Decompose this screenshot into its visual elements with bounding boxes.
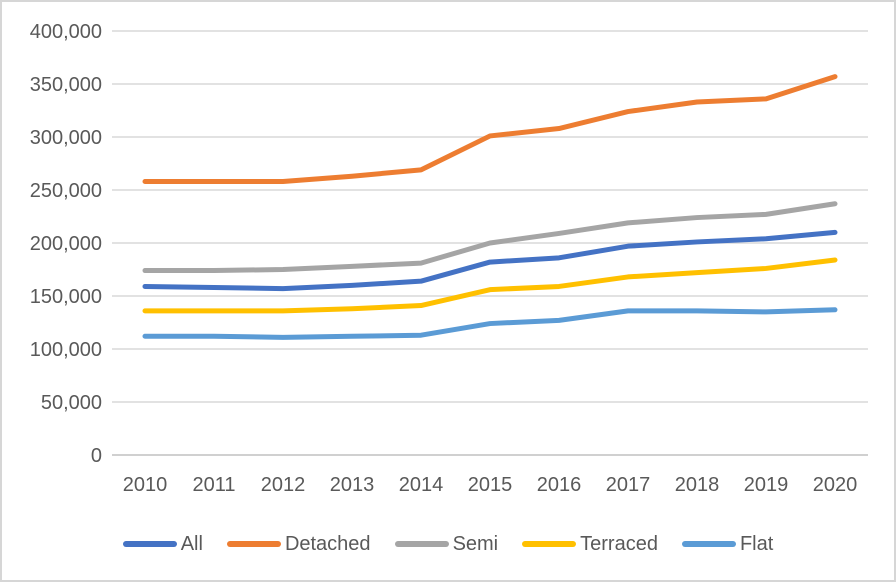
legend-label: All [180,533,203,555]
legend-swatch-flat-icon [681,541,736,547]
y-axis-tick-label: 200,000 [30,233,102,255]
series-line-flat [142,307,838,340]
x-axis-tick-label: 2018 [675,474,720,496]
y-axis-tick-label: 300,000 [30,127,102,149]
x-axis-tick-label: 2012 [261,474,306,496]
legend-item-semi: Semi [394,533,499,555]
legend-swatch-terraced-icon [522,541,577,547]
series-line-detached [142,74,838,185]
x-axis-tick-label: 2017 [606,474,651,496]
y-axis-tick-label: 250,000 [30,180,102,202]
x-axis-tick-label: 2014 [399,474,444,496]
legend-item-detached: Detached [226,533,371,555]
legend-label: Semi [452,533,499,555]
y-axis-tick-label: 150,000 [30,286,102,308]
x-axis-tick-label: 2015 [468,474,513,496]
line-chart-plot: 0 50,000 100,000 150,000 200,000 250,000 300,0… [30,21,868,496]
y-axis-tick-label: 100,000 [30,339,102,361]
legend-item-flat: Flat [681,533,774,555]
x-axis-tick-label: 2010 [123,474,168,496]
chart-legend: All Detached Semi Terraced Flat [2,532,894,556]
series-line-all [142,229,838,292]
y-axis-tick-label: 350,000 [30,74,102,96]
x-axis-tick-label: 2019 [744,474,789,496]
series-line-terraced [142,257,838,314]
x-axis-tick-label: 2011 [192,474,235,496]
y-axis-tick-label: 400,000 [30,21,102,43]
x-axis-tick-label: 2020 [813,474,858,496]
legend-item-all: All [122,533,203,555]
legend-label: Detached [284,533,371,555]
legend-swatch-detached-icon [226,541,281,547]
legend-swatch-all-icon [122,541,177,547]
legend-label: Flat [739,533,774,555]
x-axis-tick-label: 2016 [537,474,582,496]
legend-swatch-semi-icon [394,541,449,547]
series-line-semi [142,201,838,274]
y-axis-tick-label: 50,000 [41,392,102,414]
y-axis-tick-label: 0 [91,445,102,467]
x-axis-tick-label: 2013 [330,474,375,496]
legend-label: Terraced [580,533,658,555]
legend-item-terraced: Terraced [522,534,658,554]
